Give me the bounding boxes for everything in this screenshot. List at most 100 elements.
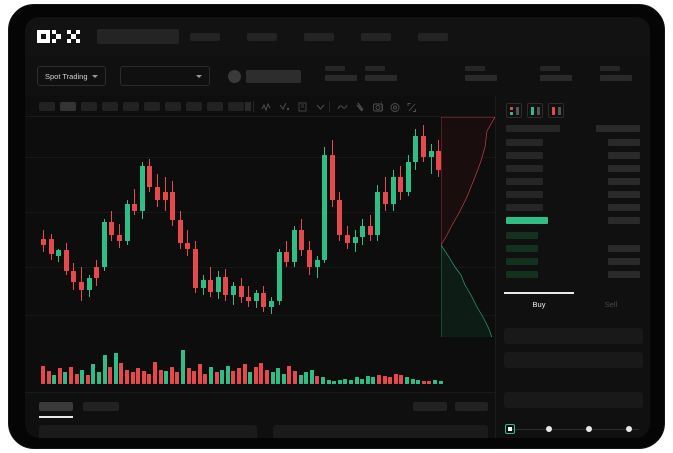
volume-bar-16: [130, 372, 135, 384]
ask-row-price-4[interactable]: [506, 191, 543, 198]
amount-slider-handle[interactable]: [505, 424, 515, 434]
volume-bar-45: [293, 370, 297, 384]
ask-row-amount-5[interactable]: [608, 204, 640, 211]
bottom-tab-order-history[interactable]: [83, 402, 119, 411]
nav-item-2[interactable]: [304, 33, 334, 41]
timeframe-button-3[interactable]: [102, 102, 118, 111]
timeframe-button-6[interactable]: [165, 102, 181, 111]
bid-row-price-3[interactable]: [506, 271, 538, 278]
volume-bar-60: [377, 374, 381, 384]
timeframe-button-8[interactable]: [207, 102, 223, 111]
indicator-icon[interactable]: [261, 101, 273, 112]
volume-bar-53: [337, 380, 342, 384]
timeframe-button-7[interactable]: [186, 102, 202, 111]
bid-row-price-1[interactable]: [506, 245, 538, 252]
amount-slider-step[interactable]: [546, 426, 552, 432]
search-input[interactable]: [97, 29, 179, 44]
order-amount-field[interactable]: [504, 352, 643, 368]
orderbook-header-price[interactable]: [506, 125, 560, 132]
order-total-field[interactable]: [504, 392, 643, 408]
timeframe-button-1[interactable]: [60, 102, 76, 111]
timeframe-button-9[interactable]: [228, 102, 244, 111]
okx-logo[interactable]: [37, 30, 80, 43]
order-price-field[interactable]: [504, 328, 643, 344]
bid-row-price-0[interactable]: [506, 232, 538, 239]
volume-bar-17: [136, 368, 141, 384]
timeframe-button-4[interactable]: [123, 102, 139, 111]
trade-tab-indicator: [504, 292, 574, 294]
timeframe-button-0[interactable]: [39, 102, 55, 111]
bid-row-amount-2[interactable]: [608, 258, 640, 265]
volume-bar-7: [80, 369, 85, 384]
timeframe-button-2[interactable]: [81, 102, 97, 111]
volume-histogram: [25, 337, 495, 392]
volume-bar-26: [186, 368, 191, 384]
orderbook-highlight-row[interactable]: [506, 217, 548, 224]
volume-bar-35: [237, 368, 241, 384]
magnet-icon[interactable]: [355, 101, 367, 112]
nav-item-1[interactable]: [247, 33, 277, 41]
bid-row-price-2[interactable]: [506, 258, 538, 265]
volume-bar-20: [153, 361, 157, 384]
nav-item-0[interactable]: [190, 33, 220, 41]
orderbook-mode-asks-icon[interactable]: [548, 103, 564, 118]
chart-type-icon[interactable]: [245, 102, 251, 111]
market-stat: [325, 66, 357, 81]
volume-bar-51: [326, 380, 331, 384]
ask-row-amount-3[interactable]: [608, 178, 640, 185]
orderbook-mode-bids-icon[interactable]: [527, 103, 543, 118]
ask-row-price-3[interactable]: [506, 178, 543, 185]
amount-slider-step[interactable]: [626, 426, 632, 432]
volume-bar-27: [192, 370, 197, 384]
volume-bar-48: [309, 369, 314, 384]
volume-bar-55: [349, 380, 353, 384]
logo-letter-k: [52, 30, 65, 43]
volume-bar-62: [388, 377, 393, 384]
ask-row-price-0[interactable]: [506, 139, 543, 146]
candlestick-chart[interactable]: [25, 117, 495, 332]
bottom-action-hide-other-pairs[interactable]: [413, 402, 447, 411]
template-icon[interactable]: [297, 101, 309, 112]
ask-row-amount-2[interactable]: [608, 165, 640, 172]
nav-item-3[interactable]: [361, 33, 391, 41]
chevron-down-icon[interactable]: [315, 101, 327, 112]
chevron-down-icon: [196, 75, 202, 78]
tab-buy[interactable]: Buy: [532, 300, 546, 309]
trading-pair-select[interactable]: [120, 66, 210, 86]
orderbook-header-amount[interactable]: [596, 125, 640, 132]
volume-bar-36: [242, 364, 247, 384]
fullscreen-icon[interactable]: [406, 101, 418, 112]
volume-bar-8: [85, 374, 90, 384]
compare-icon[interactable]: [279, 101, 291, 112]
bid-row-amount-1[interactable]: [608, 245, 640, 252]
ask-row-price-1[interactable]: [506, 152, 543, 159]
volume-bar-64: [399, 374, 404, 384]
ask-row-price-5[interactable]: [506, 204, 543, 211]
settings-gear-icon[interactable]: [389, 101, 401, 112]
toolbar-separator: [253, 101, 254, 112]
volume-bar-30: [209, 367, 213, 384]
volume-bar-11: [102, 355, 107, 384]
nav-item-4[interactable]: [418, 33, 448, 41]
line-chart-icon[interactable]: [337, 101, 349, 112]
bid-row-amount-3[interactable]: [608, 271, 640, 278]
ask-row-amount-4[interactable]: [608, 191, 640, 198]
volume-bar-5: [69, 367, 73, 384]
bottom-action-cancel-all[interactable]: [455, 402, 488, 411]
volume-bar-67: [416, 380, 421, 384]
amount-slider-track[interactable]: [509, 429, 639, 430]
camera-icon[interactable]: [372, 101, 384, 112]
ask-row-amount-0[interactable]: [608, 139, 640, 146]
tab-sell[interactable]: Sell: [604, 300, 618, 309]
volume-bar-15: [125, 369, 129, 384]
bottom-tab-open-orders[interactable]: [39, 402, 73, 411]
orderbook-mode-both-icon[interactable]: [506, 103, 522, 118]
volume-bar-43: [281, 373, 286, 384]
amount-slider-step[interactable]: [586, 426, 592, 432]
ask-row-price-2[interactable]: [506, 165, 543, 172]
ask-row-amount-1[interactable]: [608, 152, 640, 159]
volume-bar-42: [276, 368, 281, 384]
orderbook-highlight-amount[interactable]: [608, 217, 640, 224]
timeframe-button-5[interactable]: [144, 102, 160, 111]
spot-trading-button[interactable]: Spot Trading: [37, 66, 106, 86]
